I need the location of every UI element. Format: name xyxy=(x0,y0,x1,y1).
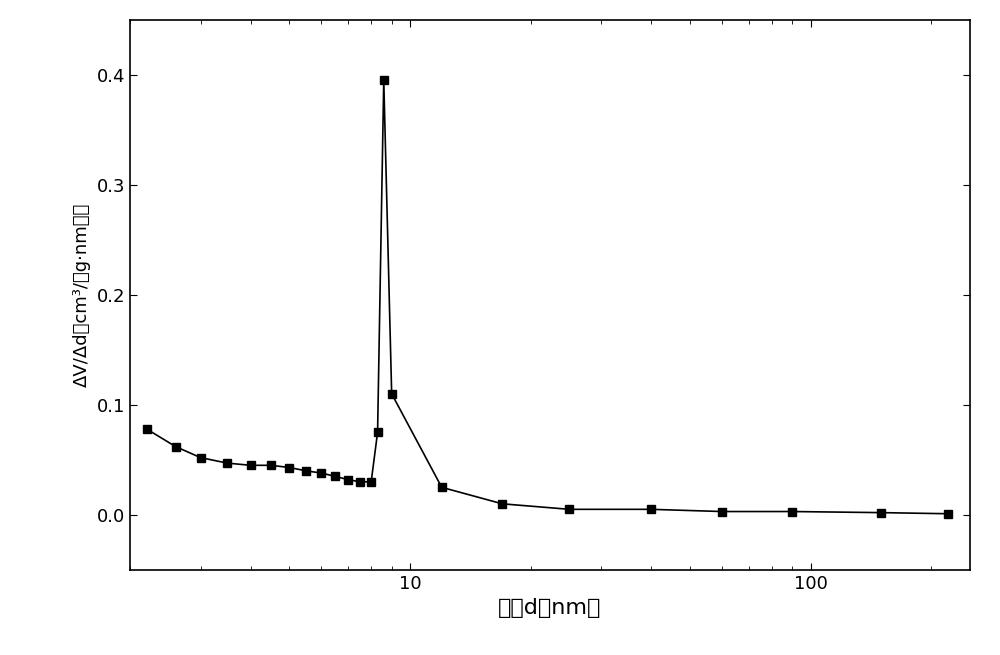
X-axis label: 孔径d（nm）: 孔径d（nm） xyxy=(498,598,602,618)
Y-axis label: ΔV/Δd（cm³/（g·nm））: ΔV/Δd（cm³/（g·nm）） xyxy=(73,202,91,387)
